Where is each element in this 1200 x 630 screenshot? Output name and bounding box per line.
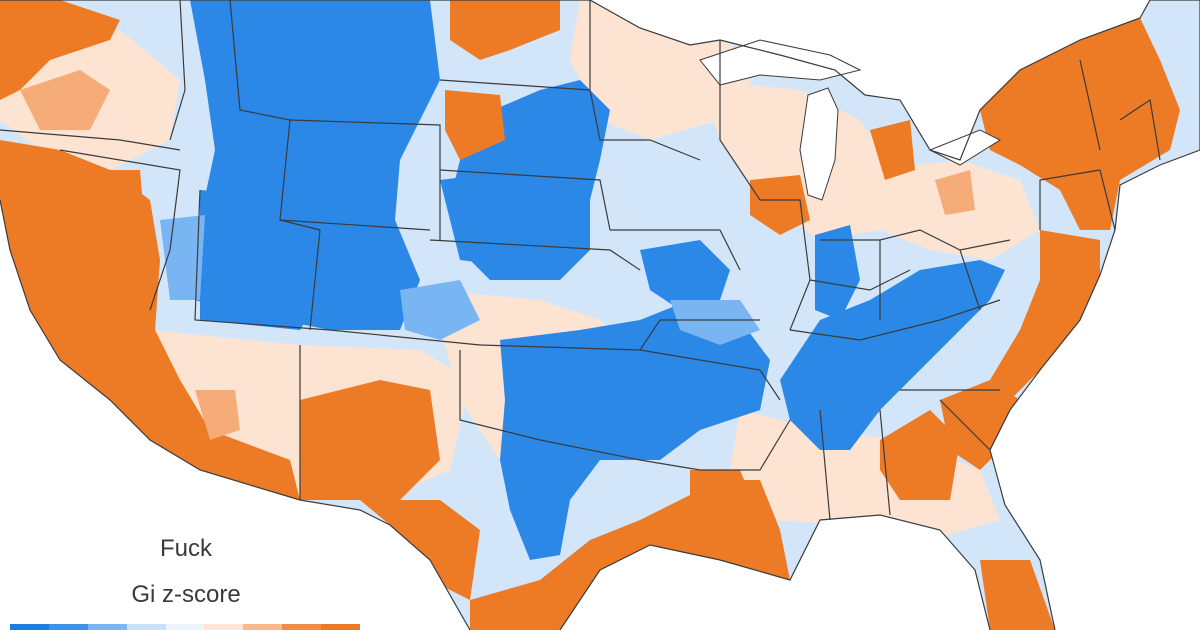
orange-dakota-spot bbox=[445, 90, 505, 160]
pale-orange-southeast bbox=[730, 410, 1000, 540]
legend-swatch-3 bbox=[126, 624, 166, 630]
orange-atlantic bbox=[990, 230, 1100, 400]
blue-south-plains bbox=[500, 300, 770, 560]
legend-swatch-7 bbox=[282, 624, 322, 630]
orange-arizona-spot bbox=[195, 390, 240, 440]
orange-oregon-spot bbox=[20, 70, 110, 130]
legend-swatch-6 bbox=[243, 624, 283, 630]
legend-swatch-5 bbox=[204, 624, 244, 630]
pale-orange-midwest bbox=[700, 80, 900, 240]
legend-swatch-1 bbox=[48, 624, 88, 630]
orange-northwest bbox=[0, 0, 120, 100]
legend-swatch-4 bbox=[165, 624, 205, 630]
orange-florida bbox=[980, 560, 1055, 630]
blue-nebraska bbox=[440, 170, 590, 270]
legend-swatch-2 bbox=[87, 624, 127, 630]
orange-louisiana bbox=[690, 470, 780, 560]
legend-color-scale bbox=[10, 624, 361, 630]
orange-ohio-spot bbox=[935, 170, 975, 215]
mid-blue-plains bbox=[400, 280, 480, 340]
orange-new-mexico bbox=[300, 380, 440, 500]
orange-dakota-north bbox=[450, 0, 560, 60]
blue-utah bbox=[200, 190, 330, 330]
blue-missouri bbox=[640, 240, 730, 310]
mid-blue-ozarks bbox=[670, 300, 760, 345]
legend-swatch-8 bbox=[321, 624, 361, 630]
orange-northeast bbox=[980, 18, 1180, 230]
orange-georgia bbox=[880, 410, 960, 500]
legend-title: Fuck bbox=[160, 535, 213, 562]
legend-swatch-0 bbox=[10, 624, 49, 630]
lake-michigan bbox=[799, 87, 839, 201]
legend-subtitle: Gi z-score bbox=[131, 581, 240, 608]
lake-superior bbox=[699, 39, 862, 86]
orange-nevada bbox=[70, 170, 145, 280]
orange-michigan bbox=[870, 120, 915, 180]
blue-kentucky-tennessee bbox=[780, 260, 1005, 450]
orange-indiana bbox=[750, 175, 810, 235]
blue-illinois bbox=[815, 225, 860, 320]
